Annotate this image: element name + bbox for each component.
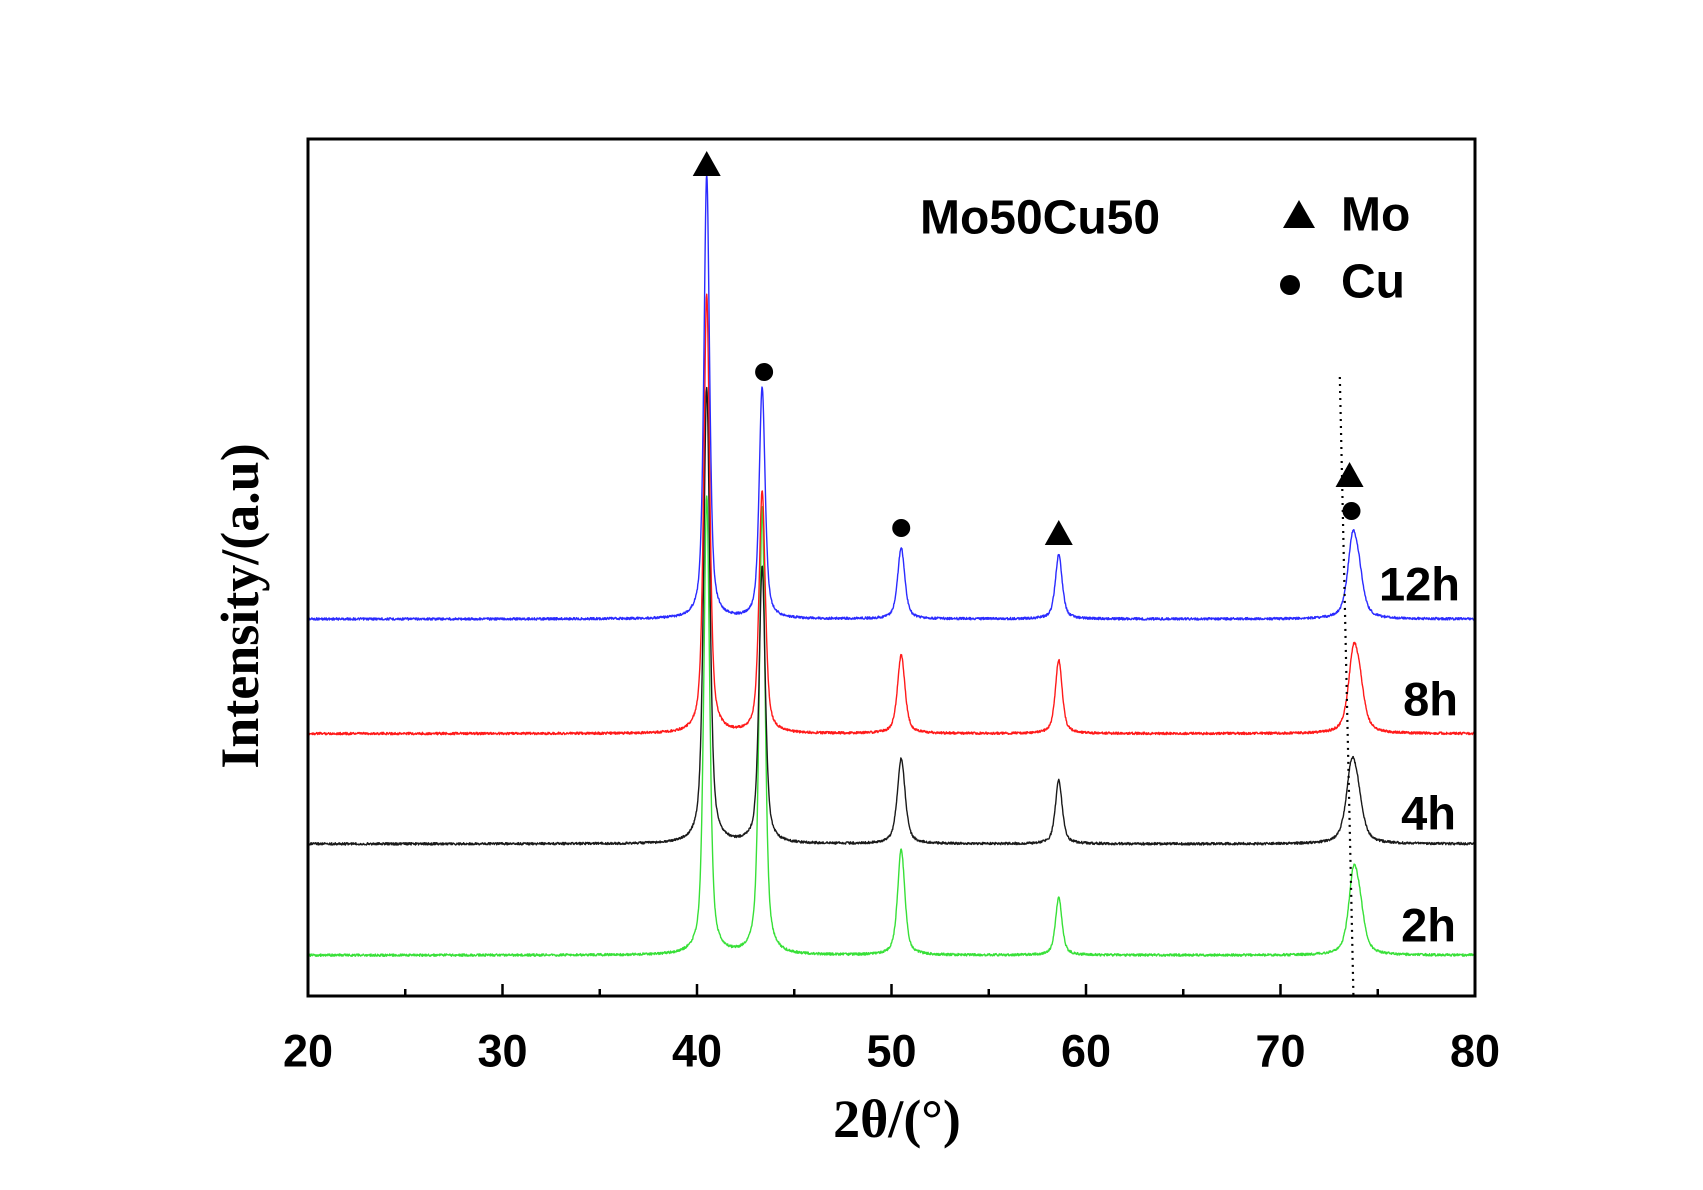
y-axis-title: Intensity/(a.u) (210, 443, 270, 769)
x-axis-ticks (404, 984, 1379, 996)
x-tick-label-70: 70 (1255, 1026, 1305, 1077)
series-layer (307, 174, 1476, 958)
x-tick-label-20: 20 (283, 1026, 333, 1077)
plot-title: Mo50Cu50 (920, 192, 1160, 245)
legend-dot-icon (1280, 275, 1300, 295)
peak-marker-triangle-icon (1044, 520, 1073, 545)
peak-marker-dot-icon (892, 519, 911, 537)
peak-marker-triangle-icon (692, 151, 721, 176)
x-axis-title: 2θ/(°) (833, 1089, 961, 1149)
x-tick-label-30: 30 (477, 1026, 527, 1077)
series-label-2h: 2h (1401, 899, 1456, 952)
annotation-layer (692, 151, 1364, 997)
series-line-12h (307, 174, 1476, 621)
peak-marker-dot-icon (1342, 502, 1361, 520)
series-label-8h: 8h (1403, 673, 1458, 726)
peak-marker-dot-icon (755, 363, 774, 381)
reference-dotted-line (1338, 376, 1355, 997)
series-line-8h (307, 293, 1476, 736)
series-line-4h (307, 386, 1476, 846)
legend-label-mo: Mo (1341, 189, 1410, 242)
x-tick-label-80: 80 (1450, 1026, 1500, 1077)
series-label-4h: 4h (1401, 787, 1456, 840)
x-tick-labels: 20 30 40 50 60 70 80 (283, 1026, 1500, 1077)
legend: Mo Cu (1280, 189, 1410, 309)
series-line-2h (307, 495, 1476, 958)
x-tick-label-50: 50 (866, 1026, 916, 1077)
plot-frame (306, 137, 1477, 998)
legend-triangle-icon (1283, 200, 1315, 228)
legend-label-cu: Cu (1341, 256, 1405, 309)
x-tick-label-40: 40 (672, 1026, 722, 1077)
series-labels: 12h 8h 4h 2h (1379, 558, 1460, 952)
series-label-12h: 12h (1379, 558, 1460, 611)
peak-marker-triangle-icon (1335, 462, 1364, 487)
x-tick-label-60: 60 (1061, 1026, 1111, 1077)
